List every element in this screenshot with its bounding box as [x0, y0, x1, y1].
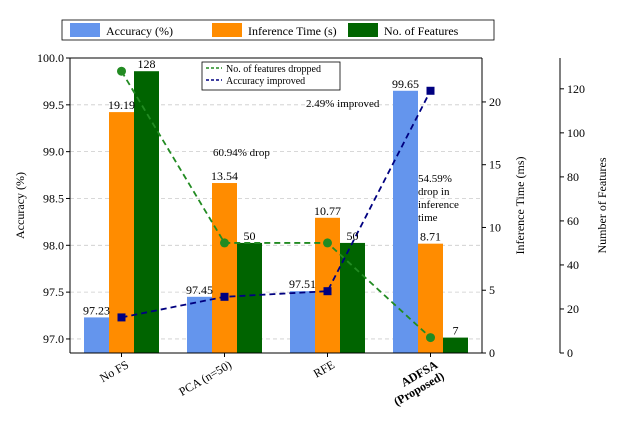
- line-marker: [323, 238, 332, 248]
- annotation-text: 54.59%: [418, 173, 452, 185]
- left-tick-label: 98.5: [43, 191, 64, 205]
- data-label: 19.19: [108, 98, 135, 112]
- bar-2-2: [212, 183, 237, 353]
- left-tick-label: 99.0: [43, 145, 64, 159]
- line-marker: [117, 66, 126, 76]
- legend-swatch: [212, 23, 242, 37]
- annotation-text: 60.94% drop: [213, 147, 270, 159]
- features-tick-label: 100: [567, 126, 585, 140]
- data-labels: 97.23 97.45 97.51 99.65 19.19 13.54 10.77 8.71 1…: [83, 57, 459, 337]
- x-tick-label: PCA (n=50): [176, 357, 234, 398]
- features-tick-label: 40: [567, 258, 579, 272]
- bar-1-1: [84, 317, 109, 353]
- bar-3-4: [443, 337, 468, 353]
- right-tick-label: 5: [489, 283, 495, 297]
- bar-1-2: [187, 296, 212, 353]
- features-tick-label: 0: [567, 346, 573, 360]
- line-marker: [220, 292, 229, 301]
- line-marker: [323, 287, 332, 296]
- features-axis-title: Number of Features: [595, 157, 609, 253]
- features-tick-label: 20: [567, 302, 579, 316]
- right-tick-label: 0: [489, 346, 495, 360]
- right-tick-label: 15: [489, 158, 501, 172]
- right-tick-label: 20: [489, 95, 501, 109]
- line-legend-box: [201, 61, 341, 91]
- left-tick-label: 98.0: [43, 238, 64, 252]
- legend-swatch: [70, 23, 100, 37]
- data-label: 97.45: [186, 283, 213, 297]
- right-axis-title: Inference Time (ms): [513, 157, 527, 255]
- legend-label: Accuracy (%): [106, 24, 173, 38]
- left-axis-title: Accuracy (%): [13, 172, 27, 239]
- x-tick-label-line: PCA (n=50): [176, 357, 234, 398]
- legend-label: Inference Time (s): [248, 24, 337, 38]
- annotation-text: drop in: [418, 186, 450, 198]
- line-marker: [220, 238, 229, 248]
- annotation-text: inference: [418, 199, 459, 211]
- legend-box: [61, 19, 495, 41]
- features-tick-label: 80: [567, 170, 579, 184]
- data-label: 7: [453, 324, 459, 338]
- left-tick-label: 97.5: [43, 285, 64, 299]
- line-legend-label: No. of features dropped: [226, 64, 321, 75]
- data-label: 97.23: [83, 303, 110, 317]
- x-tick-label-line: No FS: [97, 357, 131, 385]
- left-tick-label: 99.5: [43, 98, 64, 112]
- line-marker: [117, 313, 126, 322]
- x-tick-label-line: RFE: [311, 357, 337, 380]
- x-tick-label: No FS: [97, 357, 131, 385]
- bar-1-4: [393, 90, 418, 354]
- bar-2-3: [315, 217, 340, 353]
- x-tick-label: ADFSA(Proposed): [385, 357, 447, 408]
- line-marker: [426, 86, 435, 95]
- trend-line-1: [120, 70, 432, 339]
- bar-2-1: [109, 112, 134, 354]
- legend-label: No. of Features: [384, 24, 459, 38]
- data-label: 13.54: [211, 169, 238, 183]
- data-label: 97.51: [289, 277, 316, 291]
- line-legend-label: Accuracy improved: [226, 76, 305, 87]
- trend-line-2: [121, 90, 432, 319]
- data-label: 8.71: [420, 230, 441, 244]
- bars: [84, 71, 468, 354]
- left-tick-label: 100.0: [37, 51, 64, 65]
- annotation-text: time: [418, 212, 438, 224]
- x-tick-label: RFE: [311, 357, 337, 380]
- bar-3-2: [237, 242, 262, 353]
- left-tick-label: 97.0: [43, 332, 64, 346]
- data-label: 10.77: [314, 204, 341, 218]
- data-label: 50: [244, 229, 256, 243]
- features-tick-label: 120: [567, 82, 585, 96]
- legend: Accuracy (%) Inference Time (s) No. of Fea…: [61, 19, 495, 41]
- bar-3-1: [134, 71, 159, 353]
- line-marker: [426, 333, 435, 343]
- right-tick-label: 10: [489, 220, 501, 234]
- data-label: 128: [138, 57, 156, 71]
- data-label: 99.65: [392, 77, 419, 91]
- bar-1-3: [290, 291, 315, 353]
- bar-3-3: [340, 242, 365, 353]
- trend-lines: [117, 66, 435, 343]
- annotation-text: 2.49% improved: [306, 98, 380, 110]
- annotations: 2.49% improved 60.94% drop 54.59%drop inin…: [213, 98, 459, 224]
- legend-swatch: [348, 23, 378, 37]
- data-label: 50: [347, 229, 359, 243]
- features-tick-label: 60: [567, 214, 579, 228]
